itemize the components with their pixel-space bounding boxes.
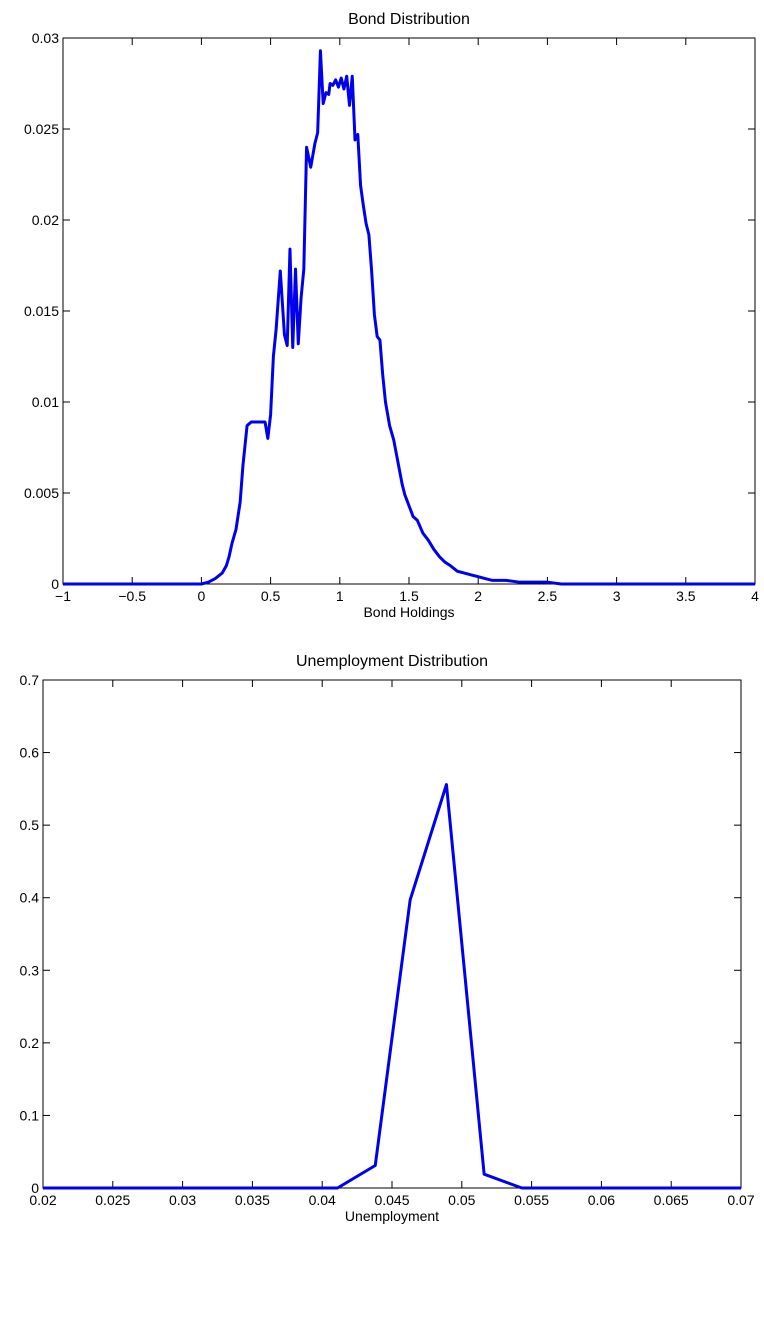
y-tick-label: 0.005 xyxy=(24,485,59,501)
y-tick-label: 0.6 xyxy=(20,745,40,761)
series-line xyxy=(63,49,755,586)
series-line xyxy=(43,783,741,1190)
x-tick-label: 3 xyxy=(613,588,621,604)
x-tick-label: 0.02 xyxy=(29,1192,56,1208)
chart-title: Unemployment Distribution xyxy=(296,653,488,670)
y-tick-label: 0.03 xyxy=(32,30,59,46)
y-tick-label: 0.3 xyxy=(20,962,40,978)
y-tick-label: 0.7 xyxy=(20,672,40,688)
x-tick-label: 0.06 xyxy=(588,1192,615,1208)
y-tick-label: 0.015 xyxy=(24,303,59,319)
y-tick-label: 0.02 xyxy=(32,212,59,228)
x-tick-label: 2 xyxy=(474,588,482,604)
bond-distribution-chart: −1 −0.5 0 0.5 1 1.5 2 2.5 3 3.5 4 0 0.005 0.01 0.015 0.… xyxy=(24,11,759,620)
chart-title: Bond Distribution xyxy=(348,11,470,28)
y-tick-label: 0.1 xyxy=(20,1107,40,1123)
x-tick-label: 0.04 xyxy=(309,1192,336,1208)
x-tick-label: 0.03 xyxy=(169,1192,196,1208)
y-tick-label: 0.01 xyxy=(32,394,59,410)
x-tick-label: −0.5 xyxy=(118,588,146,604)
y-tick-label: 0 xyxy=(51,576,59,592)
x-tick-label: −1 xyxy=(55,588,71,604)
x-tick-label: 0.065 xyxy=(654,1192,689,1208)
unemployment-distribution-chart: 0.02 0.025 0.03 0.035 0.04 0.045 0.05 0.055 0.06… xyxy=(20,653,755,1224)
y-tick-label: 0.025 xyxy=(24,121,59,137)
x-axis-label: Unemployment xyxy=(345,1208,439,1224)
x-tick-label: 2.5 xyxy=(538,588,558,604)
x-tick-label: 0 xyxy=(198,588,206,604)
y-tick-label: 0.4 xyxy=(20,890,40,906)
y-tick-label: 0 xyxy=(31,1180,39,1196)
x-tick-label: 0.035 xyxy=(235,1192,270,1208)
x-tick-label: 0.055 xyxy=(514,1192,549,1208)
y-tick-label: 0.5 xyxy=(20,817,40,833)
x-tick-label: 1 xyxy=(336,588,344,604)
plot-frame xyxy=(42,679,742,1189)
x-tick-label: 0.5 xyxy=(261,588,281,604)
x-tick-label: 4 xyxy=(751,588,759,604)
x-tick-label: 1.5 xyxy=(399,588,419,604)
x-tick-label: 0.05 xyxy=(448,1192,475,1208)
x-tick-label: 0.045 xyxy=(374,1192,409,1208)
x-tick-label: 0.025 xyxy=(95,1192,130,1208)
x-tick-label: 3.5 xyxy=(676,588,696,604)
x-axis-label: Bond Holdings xyxy=(363,604,454,620)
x-tick-label: 0.07 xyxy=(727,1192,754,1208)
y-tick-label: 0.2 xyxy=(20,1035,40,1051)
